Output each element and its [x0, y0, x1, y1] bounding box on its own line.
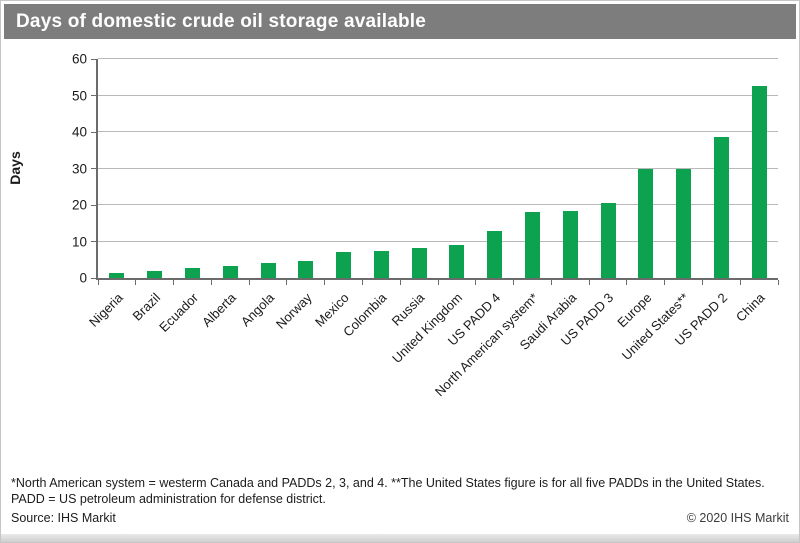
bar-Europe	[638, 168, 654, 278]
bar-Alberta	[222, 265, 238, 278]
x-axis-tick	[475, 280, 477, 285]
x-category-label: Norway	[272, 290, 315, 332]
x-axis-tick	[135, 280, 137, 285]
x-axis-tick	[248, 280, 250, 285]
bar-slot	[325, 59, 363, 278]
copyright-label: © 2020 IHS Markit	[686, 511, 789, 525]
x-axis-category-labels: Nigeria Brazil Ecuador Alberta Angola Norway M…	[86, 282, 776, 467]
gridline	[98, 240, 778, 242]
x-category-label: China	[733, 290, 768, 325]
bar-slot	[136, 59, 174, 278]
gridline	[98, 131, 778, 133]
gridline	[98, 58, 778, 59]
y-tick-label: 50	[71, 88, 87, 103]
x-axis-tick	[739, 280, 741, 285]
x-axis-tick	[97, 280, 99, 285]
source-row: Source: IHS Markit © 2020 IHS Markit	[11, 511, 789, 525]
bar-slot	[589, 59, 627, 278]
bar-Brazil	[147, 270, 163, 278]
x-category-label: Brazil	[129, 290, 164, 324]
bar-Saudi Arabia	[562, 210, 578, 278]
x-axis-tick	[513, 280, 515, 285]
x-axis-tick	[399, 280, 401, 285]
y-axis-tick	[91, 204, 97, 206]
source-label: Source: IHS Markit	[11, 511, 116, 525]
x-axis-tick	[626, 280, 628, 285]
bar-slot	[627, 59, 665, 278]
x-axis-tick	[701, 280, 703, 285]
bars	[98, 59, 778, 278]
y-tick-label: 10	[71, 234, 87, 249]
x-axis-tick	[664, 280, 666, 285]
bar-slot	[249, 59, 287, 278]
bar-slot	[740, 59, 778, 278]
y-axis-tick	[91, 277, 97, 279]
x-axis-tick	[324, 280, 326, 285]
x-category-label: Alberta	[199, 290, 239, 330]
bar-Mexico	[336, 252, 352, 278]
bar-slot	[362, 59, 400, 278]
x-axis-tick	[777, 280, 779, 285]
y-tick-label: 60	[71, 51, 87, 67]
bar-United Kingdom	[449, 245, 465, 278]
bar-slot	[514, 59, 552, 278]
y-axis-tick	[91, 131, 97, 133]
page-title: Days of domestic crude oil storage avail…	[16, 10, 427, 32]
bar-slot	[211, 59, 249, 278]
y-axis-tick	[91, 168, 97, 169]
x-axis-tick	[286, 280, 288, 285]
bar-Colombia	[373, 250, 389, 278]
bar-slot	[287, 59, 325, 278]
bar-slot	[400, 59, 438, 278]
x-axis-tick	[550, 280, 552, 285]
bar-Angola	[260, 263, 276, 278]
gridline	[98, 167, 778, 169]
footnote: *North American system = westerm Canada …	[11, 476, 765, 507]
bottom-shadow	[1, 534, 799, 542]
bar-North American system*	[524, 212, 540, 278]
y-tick-label: 0	[79, 270, 87, 286]
chart-region: Days 0 10 20 30 40 50 60 Nigeria Brazil Ecuador A…	[1, 39, 799, 469]
y-axis-tick	[91, 241, 97, 243]
bar-China	[751, 86, 767, 278]
y-tick-label: 30	[71, 161, 87, 176]
x-category-label: Angola	[237, 290, 277, 330]
bar-slot	[438, 59, 476, 278]
bar-Russia	[411, 248, 427, 278]
bar-Nigeria	[109, 272, 125, 278]
x-axis-tick	[588, 280, 590, 285]
bar-US PADD 3	[600, 203, 616, 278]
bar-Norway	[298, 260, 314, 278]
bar-slot	[551, 59, 589, 278]
y-axis-tick	[91, 95, 97, 96]
x-category-label: Nigeria	[85, 290, 126, 330]
x-axis-tick	[437, 280, 439, 285]
bar-slot	[703, 59, 741, 278]
x-axis-tick	[361, 280, 363, 285]
bar-slot	[665, 59, 703, 278]
plot-area	[91, 58, 779, 285]
x-axis-tick	[210, 280, 212, 285]
bar-slot	[174, 59, 212, 278]
y-axis-tick-labels: 0 10 20 30 40 50 60	[1, 52, 87, 286]
bar-slot	[98, 59, 136, 278]
y-tick-label: 40	[71, 124, 87, 140]
x-axis-tick	[173, 280, 175, 285]
bar-US PADD 2	[713, 137, 729, 278]
bar-slot	[476, 59, 514, 278]
x-category-label: Ecuador	[156, 290, 202, 335]
y-axis-tick	[91, 58, 97, 60]
gridline	[98, 94, 778, 96]
bar-US PADD 4	[487, 230, 503, 278]
bar-Ecuador	[184, 268, 200, 278]
title-bar: Days of domestic crude oil storage avail…	[4, 4, 796, 39]
gridline	[98, 204, 778, 206]
bar-United States**	[676, 168, 692, 278]
y-tick-label: 20	[71, 197, 87, 213]
